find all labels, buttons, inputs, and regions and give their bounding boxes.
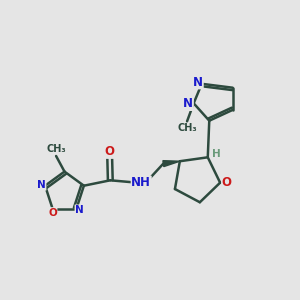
Text: N: N (75, 205, 84, 215)
Text: H: H (212, 149, 221, 159)
Text: O: O (222, 176, 232, 189)
Text: CH₃: CH₃ (177, 123, 197, 134)
Text: CH₃: CH₃ (46, 144, 66, 154)
Text: N: N (183, 98, 193, 110)
Text: NH: NH (131, 176, 151, 189)
Text: N: N (193, 76, 203, 89)
Text: O: O (48, 208, 57, 218)
Text: N: N (37, 180, 46, 190)
Polygon shape (163, 161, 180, 167)
Text: O: O (105, 145, 115, 158)
